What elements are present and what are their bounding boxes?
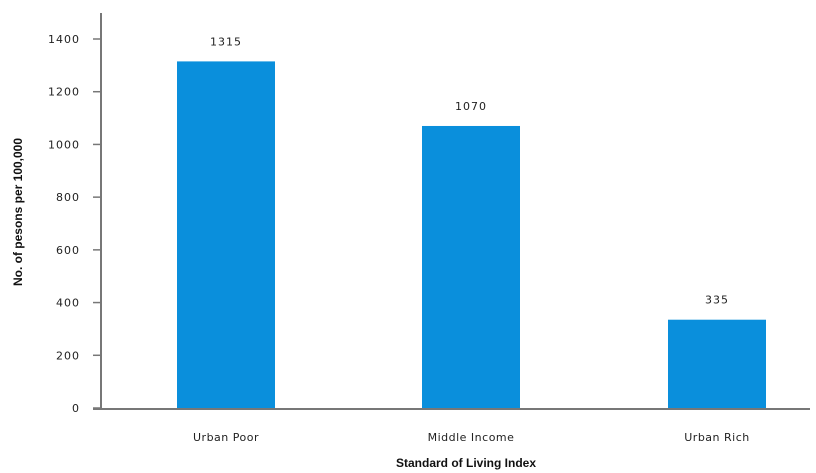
y-tick-label: 800 <box>56 191 80 204</box>
bar <box>668 319 766 408</box>
y-tick-label: 1000 <box>48 138 80 151</box>
x-tick-label: Urban Rich <box>684 431 749 444</box>
bar <box>177 61 275 409</box>
y-tick-label: 400 <box>56 297 80 310</box>
y-tick-label: 0 <box>72 402 80 415</box>
y-axis-title: No. of pesons per 100,000 <box>11 138 25 286</box>
y-axis-ticks: 0 200 400 600 800 1000 1200 1400 <box>48 33 101 415</box>
y-tick-label: 200 <box>56 349 80 362</box>
x-axis-tick-labels: Urban Poor Middle Income Urban Rich <box>193 431 749 444</box>
y-tick-label: 1200 <box>48 86 80 99</box>
data-label: 1315 <box>210 35 242 48</box>
data-label: 1070 <box>455 100 487 113</box>
data-label: 335 <box>705 294 729 307</box>
y-tick-label: 1400 <box>48 33 80 46</box>
bars <box>177 61 766 409</box>
x-tick-label: Urban Poor <box>193 431 259 444</box>
x-axis-title: Standard of Living Index <box>396 456 536 470</box>
x-tick-label: Middle Income <box>428 431 515 444</box>
y-tick-label: 600 <box>56 244 80 257</box>
bar <box>422 125 520 408</box>
data-labels: 1315 1070 335 <box>210 35 729 307</box>
